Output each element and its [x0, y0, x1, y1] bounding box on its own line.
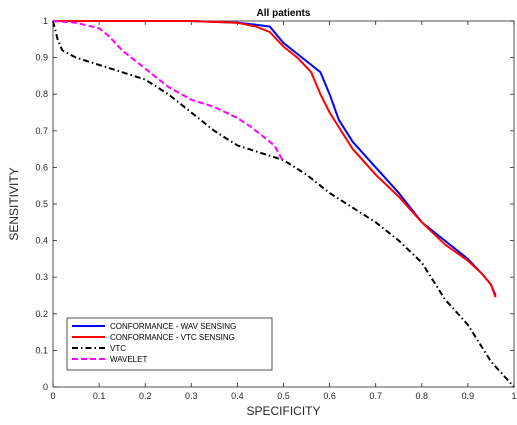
y-tick-label: 0.2: [35, 309, 48, 319]
x-tick-label: 0.3: [185, 391, 198, 401]
x-tick-label: 0.9: [462, 391, 475, 401]
y-tick-label: 0.8: [35, 89, 48, 99]
legend-label: WAVELET: [110, 355, 147, 364]
x-tick-label: 0.7: [369, 391, 382, 401]
x-axis-label: SPECIFICITY: [246, 404, 320, 418]
legend-label: CONFORMANCE - VTC SENSING: [110, 333, 235, 342]
y-tick-label: 0: [43, 382, 48, 392]
x-tick-label: 1: [511, 391, 516, 401]
y-tick-label: 0.3: [35, 272, 48, 282]
y-tick-label: 1: [43, 16, 48, 26]
y-tick-label: 0.6: [35, 162, 48, 172]
x-tick-label: 0.4: [231, 391, 244, 401]
legend: CONFORMANCE - WAV SENSING CONFORMANCE - V…: [66, 317, 273, 371]
y-axis-label: SENSITIVITY: [7, 167, 21, 240]
x-tick-label: 0.5: [277, 391, 290, 401]
y-tick-label: 0.5: [35, 199, 48, 209]
y-tick-label: 0.1: [35, 345, 48, 355]
y-tick-label: 0.7: [35, 126, 48, 136]
x-tick-label: 0.8: [416, 391, 429, 401]
x-tick-label: 0.2: [139, 391, 152, 401]
y-tick-label: 0.4: [35, 236, 48, 246]
series-line-3: [52, 20, 515, 388]
series-lines: [52, 20, 515, 388]
x-tick-label: 0.1: [93, 391, 106, 401]
series-line-2: [53, 20, 497, 298]
legend-label: CONFORMANCE - WAV SENSING: [110, 322, 236, 331]
x-tick-label: 0.6: [323, 391, 336, 401]
legend-label: VTC: [110, 344, 126, 353]
series-line-4: [52, 20, 285, 163]
x-tick-label: 0: [50, 391, 55, 401]
chart-title: All patients: [257, 8, 311, 19]
y-tick-label: 0.9: [35, 53, 48, 63]
